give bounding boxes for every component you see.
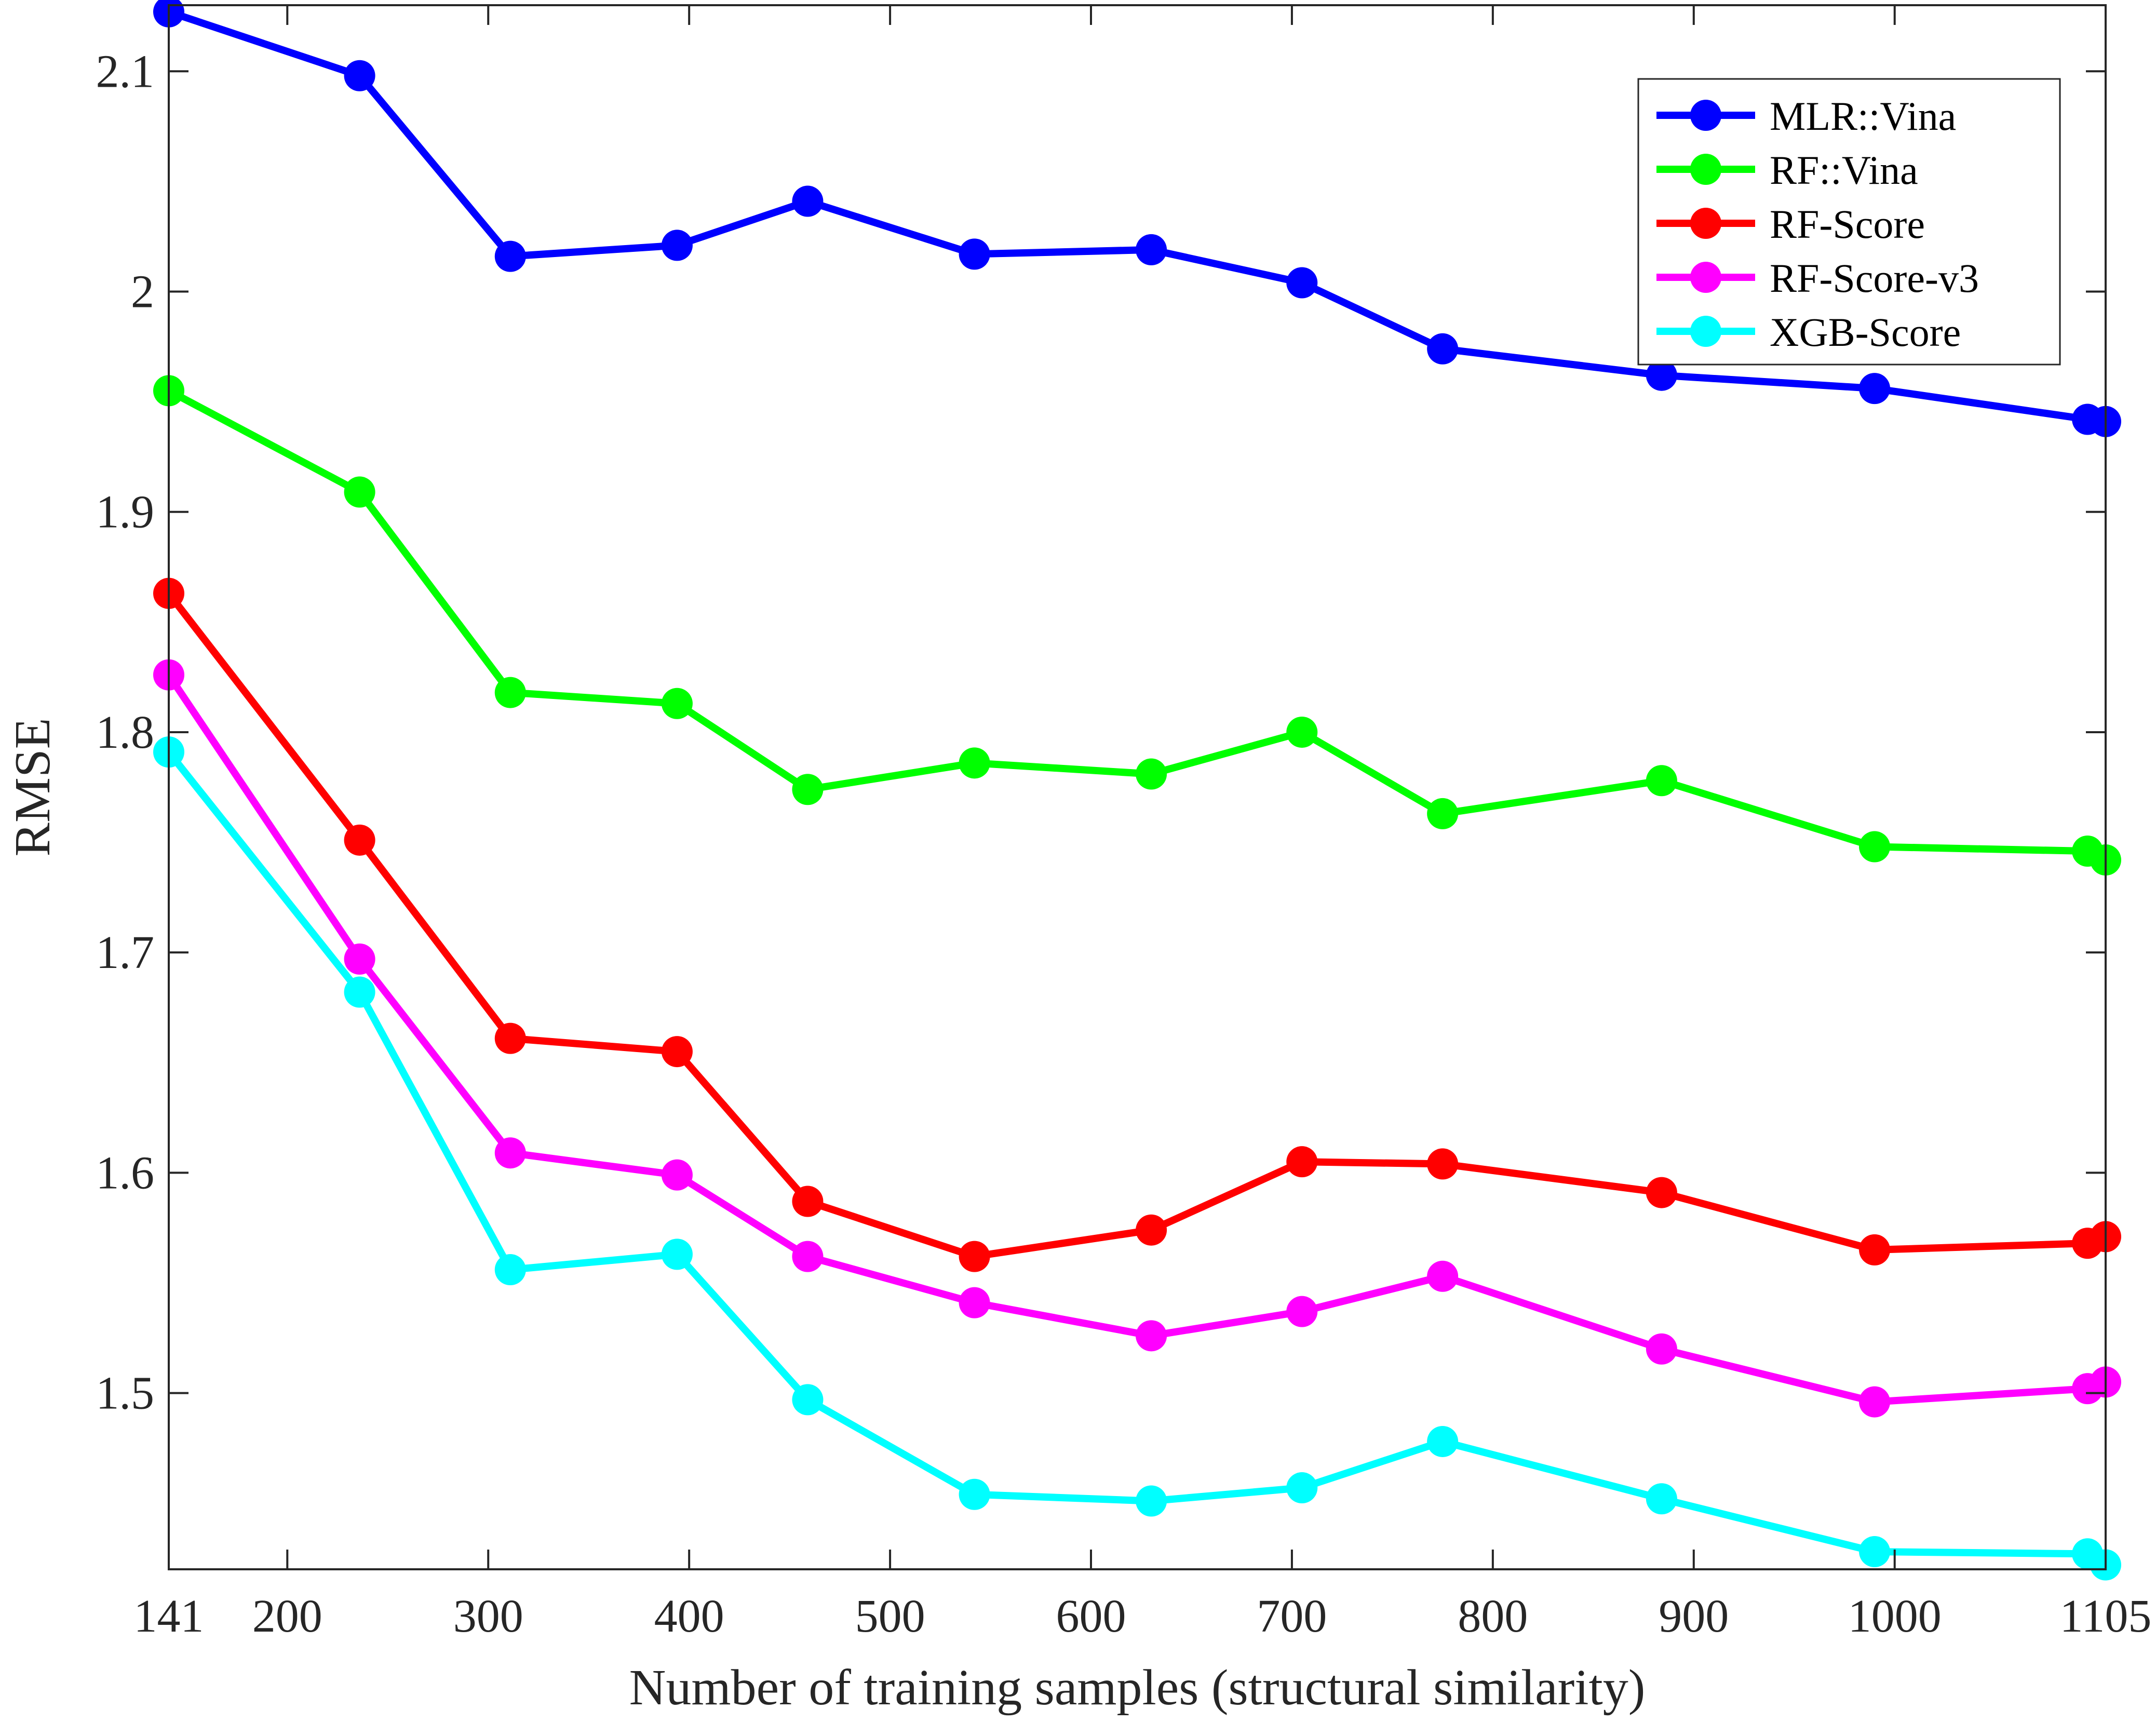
legend-label: MLR::Vina bbox=[1770, 93, 1956, 139]
data-point-xgb-score bbox=[1646, 1483, 1677, 1515]
y-tick-label: 1.8 bbox=[96, 707, 155, 758]
plot-frame bbox=[168, 4, 2107, 1570]
y-tick-label: 1.7 bbox=[96, 927, 155, 978]
data-point-rf-score bbox=[959, 1241, 990, 1272]
data-point-rf-score-v3 bbox=[1286, 1296, 1318, 1327]
data-point-rf-score-v3 bbox=[1427, 1260, 1459, 1292]
series-rf-score bbox=[153, 577, 2121, 1272]
legend-label: XGB-Score bbox=[1770, 309, 1961, 355]
y-axis-title: RMSE bbox=[5, 718, 61, 857]
data-point-mlr-vina bbox=[1859, 373, 1891, 405]
legend: MLR::VinaRF::VinaRF-ScoreRF-Score-v3XGB-… bbox=[1637, 78, 2061, 366]
data-point-rf-score-v3 bbox=[661, 1159, 693, 1191]
data-point-mlr-vina bbox=[1427, 333, 1459, 365]
legend-item-xgb-score: XGB-Score bbox=[1656, 309, 1961, 355]
data-point-xgb-score bbox=[1859, 1536, 1891, 1568]
data-point-mlr-vina bbox=[494, 240, 526, 272]
data-point-rf-vina bbox=[1859, 831, 1891, 863]
data-point-rf-score bbox=[344, 824, 375, 856]
data-point-xgb-score bbox=[1427, 1425, 1459, 1457]
y-tick-label: 2.1 bbox=[96, 46, 155, 97]
data-point-rf-vina bbox=[1286, 716, 1318, 748]
data-point-rf-score bbox=[494, 1022, 526, 1054]
data-point-rf-score bbox=[661, 1036, 693, 1068]
data-point-mlr-vina bbox=[1646, 359, 1677, 391]
x-tick-label: 900 bbox=[1659, 1591, 1729, 1642]
axis-ticks: 141 200 300 400 500 600 700 800 900 1000 1105 1.5 1.… bbox=[96, 5, 2152, 1642]
data-point-xgb-score bbox=[494, 1254, 526, 1286]
data-point-rf-score bbox=[1427, 1148, 1459, 1180]
data-point-rf-vina bbox=[1427, 798, 1459, 829]
data-point-mlr-vina bbox=[344, 60, 375, 91]
y-tick-label: 1.5 bbox=[96, 1368, 155, 1419]
x-tick-label: 600 bbox=[1056, 1591, 1126, 1642]
legend-label: RF::Vina bbox=[1770, 147, 1918, 193]
data-point-xgb-score bbox=[792, 1384, 824, 1416]
x-tick-label: 1105 bbox=[2060, 1591, 2152, 1642]
x-tick-label: 400 bbox=[654, 1591, 724, 1642]
data-point-rf-score-v3 bbox=[344, 943, 375, 975]
x-tick-label: 300 bbox=[453, 1591, 523, 1642]
series-mlr-vina bbox=[153, 0, 2121, 437]
data-point-rf-score-v3 bbox=[1646, 1333, 1677, 1365]
data-point-rf-vina bbox=[1136, 758, 1167, 790]
data-point-rf-score bbox=[1286, 1146, 1318, 1178]
x-tick-label: 700 bbox=[1257, 1591, 1327, 1642]
data-point-mlr-vina bbox=[959, 238, 990, 270]
legend-marker bbox=[1690, 154, 1721, 185]
data-point-rf-vina bbox=[344, 476, 375, 508]
data-point-rf-score bbox=[1646, 1177, 1677, 1208]
x-tick-label: 500 bbox=[855, 1591, 925, 1642]
legend-marker bbox=[1690, 208, 1721, 239]
data-point-mlr-vina bbox=[661, 230, 693, 261]
x-tick-label: 141 bbox=[134, 1591, 204, 1642]
data-point-xgb-score bbox=[661, 1239, 693, 1270]
data-point-rf-score bbox=[1859, 1234, 1891, 1266]
data-point-xgb-score bbox=[1136, 1485, 1167, 1517]
legend-marker bbox=[1690, 262, 1721, 293]
x-tick-label: 200 bbox=[252, 1591, 322, 1642]
data-point-xgb-score bbox=[959, 1478, 990, 1510]
y-tick-label: 1.9 bbox=[96, 487, 155, 538]
legend-item-mlr-vina: MLR::Vina bbox=[1656, 93, 1956, 139]
legend-marker bbox=[1690, 316, 1721, 347]
data-point-rf-score-v3 bbox=[494, 1137, 526, 1169]
legend-label: RF-Score-v3 bbox=[1770, 255, 1979, 301]
x-axis-title: Number of training samples (structural s… bbox=[629, 1660, 1646, 1716]
data-point-rf-score-v3 bbox=[959, 1287, 990, 1318]
data-point-rf-vina bbox=[1646, 765, 1677, 797]
y-tick-label: 1.6 bbox=[96, 1147, 155, 1199]
series-layer bbox=[153, 0, 2121, 1581]
data-point-rf-score-v3 bbox=[1136, 1320, 1167, 1352]
data-point-mlr-vina bbox=[1286, 267, 1318, 299]
legend-item-rf-vina: RF::Vina bbox=[1656, 147, 1918, 193]
data-point-rf-score-v3 bbox=[792, 1241, 824, 1272]
data-point-rf-score bbox=[1136, 1214, 1167, 1246]
series-rf-score-v3 bbox=[153, 659, 2121, 1418]
data-point-rf-score-v3 bbox=[1859, 1386, 1891, 1418]
data-point-xgb-score bbox=[344, 976, 375, 1008]
data-point-rf-vina bbox=[661, 688, 693, 719]
data-point-rf-vina bbox=[792, 774, 824, 805]
data-point-rf-vina bbox=[959, 747, 990, 779]
x-tick-label: 800 bbox=[1458, 1591, 1528, 1642]
legend-item-rf-score-v3: RF-Score-v3 bbox=[1656, 255, 1979, 301]
data-point-rf-vina bbox=[494, 677, 526, 708]
data-point-mlr-vina bbox=[792, 185, 824, 217]
y-tick-label: 2 bbox=[131, 266, 154, 317]
data-point-mlr-vina bbox=[1136, 234, 1167, 265]
legend-marker bbox=[1690, 100, 1721, 131]
x-tick-label: 1000 bbox=[1848, 1591, 1942, 1642]
legend-label: RF-Score bbox=[1770, 201, 1925, 247]
data-point-xgb-score bbox=[1286, 1472, 1318, 1504]
legend-item-rf-score: RF-Score bbox=[1656, 201, 1925, 247]
data-point-rf-score bbox=[792, 1186, 824, 1217]
